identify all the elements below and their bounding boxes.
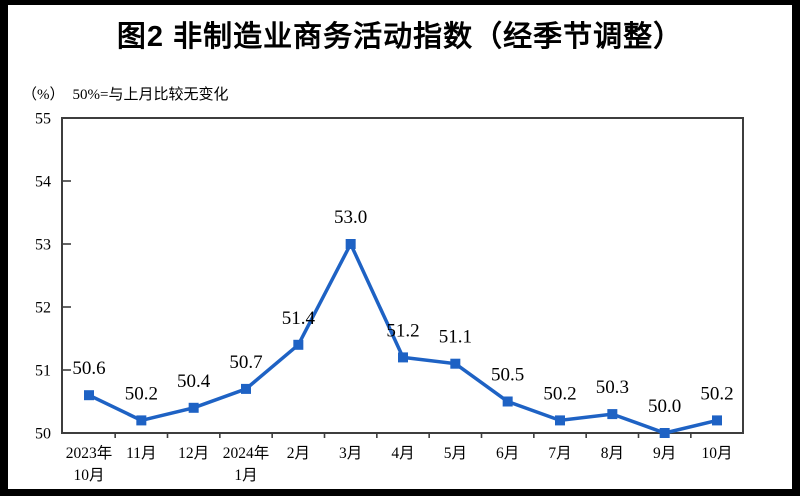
data-point-label: 50.2 [700,383,733,404]
data-point-marker [293,339,304,350]
data-point-label: 50.2 [543,383,576,404]
data-point-label: 50.3 [596,377,629,398]
data-point-marker [659,428,670,438]
x-tick-label: 10月 [701,445,732,462]
data-point-label: 50.2 [125,383,158,404]
x-tick-label: 8月 [601,445,624,462]
data-point-label: 50.7 [229,352,262,373]
data-point-marker [398,352,408,363]
x-tick-label: 6月 [496,445,519,462]
data-point-marker [188,402,199,413]
reference-note: 50%=与上月比较无变化 [72,87,229,103]
data-point-marker [136,415,147,426]
data-point-label: 50.4 [177,371,211,392]
x-tick-label: 2月 [287,445,310,462]
data-point-label: 51.1 [439,327,472,348]
data-point-label: 50.0 [648,396,681,417]
data-point-marker [555,415,565,426]
x-tick-label: 5月 [444,445,467,462]
x-tick-label: 7月 [548,445,571,462]
data-point-marker [84,390,94,401]
plot-border [61,117,744,434]
y-tick-label: 53 [35,237,51,254]
y-tick-label: 54 [35,174,51,191]
x-tick-label: 2023年 10月 [66,444,113,484]
x-tick-label: 3月 [339,445,362,462]
data-point-marker [502,396,513,407]
x-tick-label: 9月 [653,445,676,462]
x-tick-label: 2024年 1月 [223,444,270,484]
x-tick-label: 12月 [178,445,209,462]
data-point-label: 51.4 [282,308,316,329]
data-point-label: 53.0 [334,207,367,228]
data-point-marker [345,239,356,249]
axis-note: （%） 50%=与上月比较无变化 [22,83,228,104]
x-tick-label: 4月 [391,445,414,462]
data-point-marker [450,358,461,369]
x-tick-label: 11月 [126,445,156,462]
data-point-marker [607,409,618,420]
data-point-marker [241,383,251,394]
y-axis-unit-label: （%） [22,87,65,103]
y-tick-label: 52 [35,300,51,317]
chart-title: 图2 非制造业商务活动指数（经季节调整） [116,21,684,53]
data-point-label: 50.5 [491,365,524,386]
data-point-label: 51.2 [386,320,419,341]
y-tick-label: 50 [35,426,51,443]
y-tick-label: 51 [35,363,51,380]
y-tick-label: 55 [35,111,51,128]
data-point-marker [712,415,722,426]
data-point-label: 50.6 [72,358,105,379]
